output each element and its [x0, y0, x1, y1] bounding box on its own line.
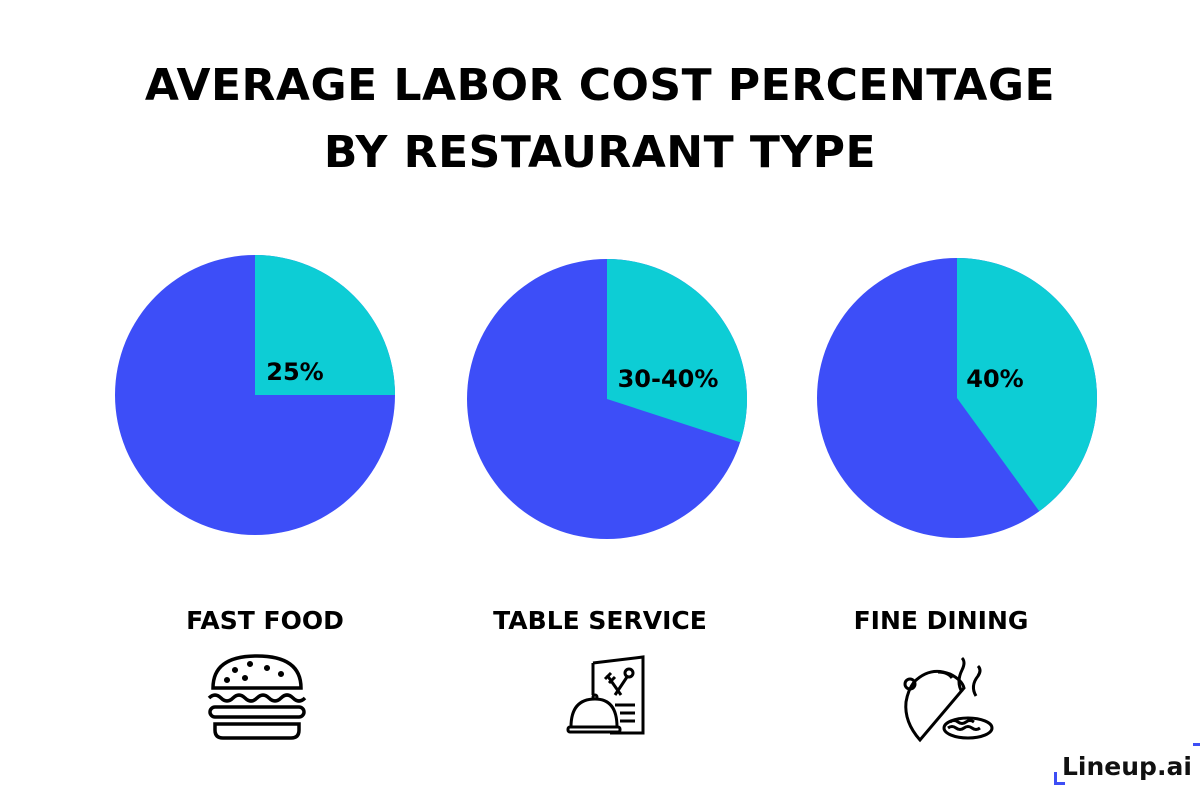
pie-slice-labor-cost	[607, 259, 747, 443]
pie-data-label: 30-40%	[618, 365, 719, 393]
category-label-table-service: TABLE SERVICE	[493, 606, 707, 635]
chart-title-line-1: AVERAGE LABOR COST PERCENTAGE	[144, 60, 1056, 111]
pie-data-label: 40%	[966, 365, 1023, 393]
pie-data-label: 25%	[266, 358, 323, 386]
category-label-fine-dining: FINE DINING	[853, 606, 1029, 635]
chart-title-line-2: BY RESTAURANT TYPE	[323, 127, 877, 178]
category-label-fast-food: FAST FOOD	[186, 606, 344, 635]
fine-dining-plate-icon	[903, 656, 994, 743]
logo-text: Lineup.ai	[1062, 752, 1192, 781]
lineup-ai-logo: Lineup.ai™	[1054, 743, 1200, 785]
burger-icon	[207, 654, 307, 740]
pie-slice-labor-cost	[255, 255, 395, 395]
pie-slice-labor-cost	[957, 258, 1097, 512]
menu-cloche-icon	[566, 655, 645, 735]
